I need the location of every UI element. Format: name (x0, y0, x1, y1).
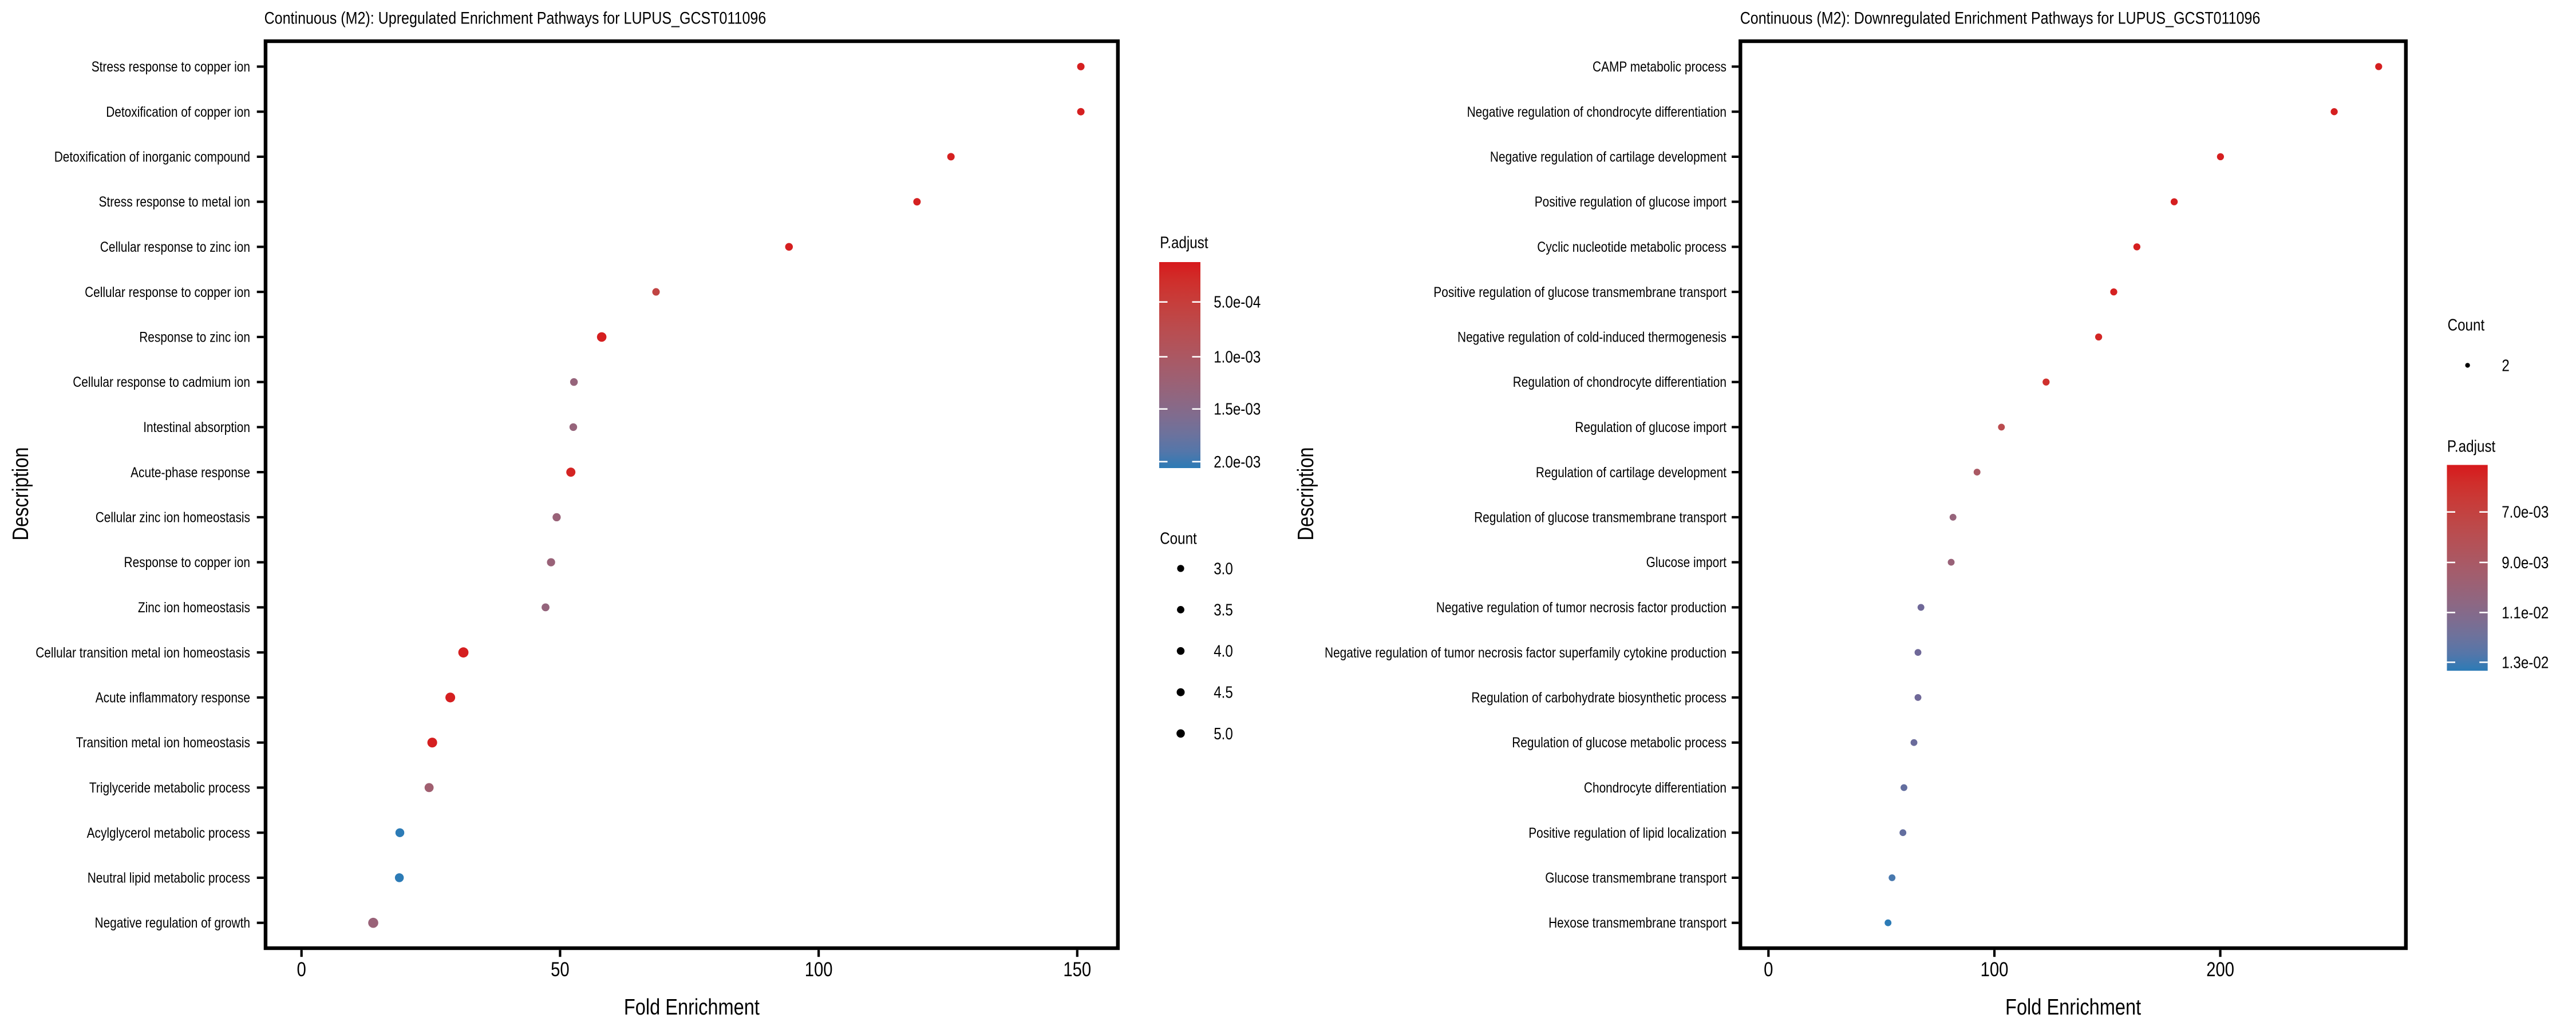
svg-text:Zinc ion homeostasis: Zinc ion homeostasis (138, 600, 250, 616)
svg-text:Acute inflammatory response: Acute inflammatory response (96, 690, 250, 706)
svg-text:Regulation of glucose metaboli: Regulation of glucose metabolic process (1512, 735, 1726, 751)
svg-text:1.3e-02: 1.3e-02 (2502, 653, 2549, 672)
svg-text:Stress response to metal ion: Stress response to metal ion (99, 194, 251, 210)
svg-text:Count: Count (2448, 316, 2485, 334)
svg-text:Description: Description (9, 447, 33, 541)
svg-text:Acylglycerol metabolic process: Acylglycerol metabolic process (87, 825, 250, 841)
svg-text:50: 50 (551, 958, 570, 981)
svg-text:Triglyceride metabolic process: Triglyceride metabolic process (89, 780, 250, 796)
svg-text:Count: Count (1160, 530, 1197, 548)
svg-text:Cyclic nucleotide metabolic pr: Cyclic nucleotide metabolic process (1537, 239, 1726, 255)
svg-text:P.adjust: P.adjust (1160, 233, 1208, 252)
svg-text:Chondrocyte differentiation: Chondrocyte differentiation (1584, 780, 1726, 796)
svg-text:Negative regulation of chondro: Negative regulation of chondrocyte diffe… (1467, 104, 1726, 120)
svg-text:Continuous (M2): Upregulated E: Continuous (M2): Upregulated Enrichment … (264, 9, 767, 28)
svg-text:2: 2 (2502, 356, 2510, 375)
svg-text:Regulation of glucose transmem: Regulation of glucose transmembrane tran… (1474, 510, 1726, 526)
svg-text:Cellular response to cadmium i: Cellular response to cadmium ion (73, 374, 250, 390)
svg-text:Intestinal absorption: Intestinal absorption (143, 419, 250, 435)
svg-text:Negative regulation of tumor n: Negative regulation of tumor necrosis fa… (1436, 600, 1726, 616)
svg-text:5.0e-04: 5.0e-04 (1214, 294, 1261, 312)
svg-text:100: 100 (805, 958, 833, 981)
svg-text:Glucose transmembrane transpor: Glucose transmembrane transport (1545, 870, 1726, 886)
svg-text:Positive regulation of glucose: Positive regulation of glucose transmemb… (1433, 284, 1726, 300)
svg-text:1.1e-02: 1.1e-02 (2502, 604, 2549, 622)
svg-text:Fold Enrichment: Fold Enrichment (624, 995, 760, 1020)
svg-text:4.5: 4.5 (1214, 684, 1233, 702)
svg-text:Cellular zinc ion homeostasis: Cellular zinc ion homeostasis (96, 510, 250, 526)
svg-text:Acute-phase response: Acute-phase response (131, 465, 250, 481)
svg-text:Negative regulation of growth: Negative regulation of growth (95, 915, 251, 931)
svg-text:3.0: 3.0 (1214, 560, 1233, 578)
svg-text:Negative regulation of cold-in: Negative regulation of cold-induced ther… (1457, 330, 1726, 346)
svg-text:Hexose transmembrane transport: Hexose transmembrane transport (1548, 915, 1726, 931)
svg-text:Fold Enrichment: Fold Enrichment (2005, 995, 2141, 1020)
svg-text:0: 0 (1764, 958, 1773, 981)
svg-text:CAMP metabolic process: CAMP metabolic process (1593, 59, 1726, 75)
svg-text:Regulation of chondrocyte diff: Regulation of chondrocyte differentiatio… (1513, 374, 1726, 390)
svg-text:0: 0 (297, 958, 306, 981)
svg-text:Stress response to copper ion: Stress response to copper ion (92, 59, 250, 75)
svg-text:1.5e-03: 1.5e-03 (1214, 401, 1261, 419)
svg-text:Description: Description (1294, 447, 1318, 541)
svg-text:150: 150 (1063, 958, 1091, 981)
svg-text:Regulation of carbohydrate bio: Regulation of carbohydrate biosynthetic … (1471, 690, 1726, 706)
svg-text:Transition metal ion homeostas: Transition metal ion homeostasis (76, 735, 250, 751)
svg-text:Cellular response to zinc ion: Cellular response to zinc ion (100, 239, 250, 255)
svg-text:3.5: 3.5 (1214, 601, 1233, 620)
svg-text:Detoxification of inorganic co: Detoxification of inorganic compound (54, 149, 250, 165)
svg-text:Negative regulation of cartila: Negative regulation of cartilage develop… (1490, 149, 1726, 165)
svg-text:7.0e-03: 7.0e-03 (2502, 504, 2549, 522)
svg-text:Regulation of glucose import: Regulation of glucose import (1575, 419, 1726, 435)
svg-text:100: 100 (1981, 958, 2009, 981)
svg-text:5.0: 5.0 (1214, 725, 1233, 743)
svg-text:4.0: 4.0 (1214, 643, 1233, 661)
svg-text:P.adjust: P.adjust (2447, 437, 2495, 455)
svg-text:Regulation of cartilage develo: Regulation of cartilage development (1536, 465, 1726, 481)
svg-text:1.0e-03: 1.0e-03 (1214, 348, 1261, 367)
svg-text:Neutral lipid metabolic proces: Neutral lipid metabolic process (88, 870, 250, 886)
svg-text:Detoxification of copper ion: Detoxification of copper ion (106, 104, 250, 120)
svg-text:Cellular transition metal ion: Cellular transition metal ion homeostasi… (35, 645, 250, 661)
svg-text:Negative regulation of tumor n: Negative regulation of tumor necrosis fa… (1325, 645, 1726, 661)
svg-text:Positive regulation of glucose: Positive regulation of glucose import (1535, 194, 1726, 210)
svg-text:Response to zinc ion: Response to zinc ion (139, 330, 250, 346)
svg-text:9.0e-03: 9.0e-03 (2502, 554, 2549, 572)
svg-text:Positive regulation of lipid l: Positive regulation of lipid localizatio… (1528, 825, 1726, 841)
svg-text:Response to copper ion: Response to copper ion (124, 554, 251, 571)
svg-text:Glucose import: Glucose import (1646, 554, 1726, 571)
svg-text:Cellular response to copper io: Cellular response to copper ion (85, 284, 250, 300)
svg-text:Continuous (M2): Downregulated: Continuous (M2): Downregulated Enrichmen… (1740, 9, 2261, 28)
svg-text:200: 200 (2206, 958, 2234, 981)
svg-text:2.0e-03: 2.0e-03 (1214, 453, 1261, 472)
